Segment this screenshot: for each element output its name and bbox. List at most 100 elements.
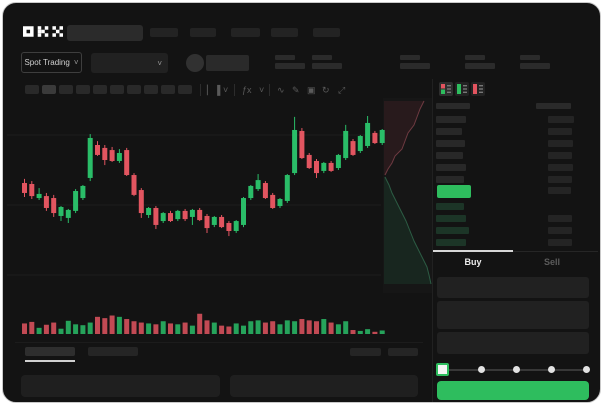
bottom-action-1[interactable] [350,348,381,356]
volume-bar [321,319,327,334]
volume-bar [328,322,334,334]
timeframe-button-2[interactable] [42,85,56,94]
timeframe-button-6[interactable] [110,85,124,94]
logo-x [52,26,63,37]
candle-body [29,183,35,197]
stat-value-4 [465,63,495,69]
candle-body [197,209,203,221]
volume-bar [124,319,130,334]
volume-bar [109,315,115,334]
book-combined-icon-glyph [441,84,451,94]
slider-step-2[interactable] [513,366,520,373]
buy-tab-indicator [433,250,513,252]
bottom-tab-indicator [25,360,75,362]
fullscreen-icon[interactable]: ⤢ [338,85,346,95]
ask-amount [548,152,572,159]
candle-body [350,141,356,155]
slider-step-3[interactable] [548,366,555,373]
reset-icon[interactable]: ↻ [322,85,330,95]
ask-amount [548,116,574,123]
pair-dropdown[interactable]: ˅ [91,53,168,73]
candle-body [168,213,173,222]
nav-item-4[interactable] [271,28,298,37]
depth-bids-area [384,177,431,284]
volume-bar [262,322,268,334]
market-type-dropdown[interactable]: Spot Trading ˅ [21,52,82,73]
volume-bar [379,330,385,334]
candle-body [233,221,239,231]
bottom-tab-2[interactable] [88,347,138,356]
volume-bar [314,321,319,334]
timeframe-button-10[interactable] [178,85,192,94]
candle-body [306,154,312,169]
amount-slider-track[interactable] [439,369,585,371]
indicators-icon[interactable]: ƒx [242,85,252,95]
bottom-panel-1[interactable] [21,375,220,397]
book-bids-icon[interactable] [455,82,469,96]
okx-logo[interactable] [23,26,63,37]
depth-asks-line [384,100,425,176]
stat-label-2 [312,55,332,60]
volume-bar [357,330,363,334]
nav-item-5[interactable] [313,28,340,37]
volume-bar [138,322,144,334]
timeframe-button-9[interactable] [161,85,175,94]
candle-body [321,162,327,171]
market-type-label: Spot Trading [24,58,70,67]
bid-price [436,227,469,234]
bid-amount [548,239,572,246]
timeframe-button-1[interactable] [25,85,39,94]
slider-step-4[interactable] [583,366,590,373]
tab-buy[interactable]: Buy [464,257,482,267]
draw-icon[interactable]: ✎ [292,85,300,95]
volume-bar [87,322,93,334]
bottom-tab-1[interactable] [25,347,75,356]
bid-amount [548,215,572,222]
nav-item-3[interactable] [231,28,260,37]
chart-type-icon[interactable]: ▏▐ [207,85,221,95]
nav-item-1[interactable] [150,28,178,37]
chevron-down-icon: ˅ [157,58,162,68]
volume-bar [168,323,173,334]
slider-handle[interactable] [436,363,449,376]
nav-item-2[interactable] [190,28,216,37]
tabbar-top-line [433,251,598,252]
screenshot-icon[interactable]: ▣ [307,85,316,95]
book-combined-icon[interactable] [439,82,453,96]
volume-bar [58,328,64,334]
bid-price [436,203,464,210]
timeframe-button-5[interactable] [93,85,107,94]
candle-body [314,160,319,174]
timeframe-button-4[interactable] [76,85,90,94]
volume-bar [73,324,79,334]
volume-bar [95,316,100,334]
buy-submit-button[interactable] [437,381,589,400]
candle-body [379,129,385,144]
bottom-action-2[interactable] [388,348,418,356]
candlestick-chart[interactable] [3,98,433,341]
chevron-down-icon[interactable]: ˅ [259,85,265,95]
timeframe-button-3[interactable] [59,85,73,94]
volume-bar [36,327,42,334]
timeframe-button-8[interactable] [144,85,158,94]
total-input[interactable] [437,332,589,354]
bottom-panel-2[interactable] [230,375,418,397]
candle-body [65,209,71,218]
candle-body [160,213,166,222]
stat-value-1 [275,63,305,69]
price-input[interactable] [437,277,589,298]
book-asks-icon[interactable] [471,82,485,96]
candle-body [22,183,27,193]
amount-input[interactable] [437,301,589,329]
search-input[interactable] [67,25,143,41]
timeframe-button-7[interactable] [127,85,141,94]
candle-body [51,198,57,214]
tab-sell[interactable]: Sell [543,257,560,267]
chevron-down-icon[interactable]: ˅ [223,85,229,95]
toolbar-divider [269,84,270,96]
panel-divider [432,79,433,402]
line-tools-icon[interactable]: ∿ [277,85,285,95]
candle-body [284,175,290,201]
slider-step-1[interactable] [478,366,485,373]
candle-body [248,185,254,199]
